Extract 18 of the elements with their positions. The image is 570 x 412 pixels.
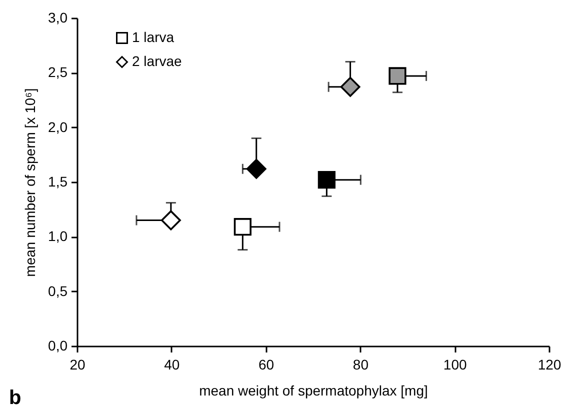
x-tick-label: 40 bbox=[164, 356, 180, 372]
legend-label: 2 larvae bbox=[132, 53, 182, 69]
y-axis-title: mean number of sperm [x 10⁶] bbox=[22, 88, 38, 277]
x-tick-label: 60 bbox=[258, 356, 274, 372]
y-tick-label: 1,0 bbox=[48, 228, 68, 244]
text: b bbox=[9, 387, 22, 409]
x-tick-label: 20 bbox=[70, 356, 86, 372]
x-tick-label: 80 bbox=[352, 356, 369, 372]
y-tick-label: 1,5 bbox=[48, 174, 68, 190]
x-tick-label: 120 bbox=[538, 356, 562, 372]
x-tick-label: 100 bbox=[443, 356, 467, 372]
y-tick-label: 3,0 bbox=[48, 10, 68, 26]
y-tick-label: 2,5 bbox=[48, 64, 68, 80]
legend-label: 1 larva bbox=[132, 29, 174, 45]
x-axis-title: mean weight of spermatophylax [mg] bbox=[199, 382, 428, 398]
y-tick-label: 0,0 bbox=[48, 338, 68, 354]
y-tick-label: 0,5 bbox=[48, 282, 68, 299]
y-tick-label: 2,0 bbox=[48, 118, 68, 135]
